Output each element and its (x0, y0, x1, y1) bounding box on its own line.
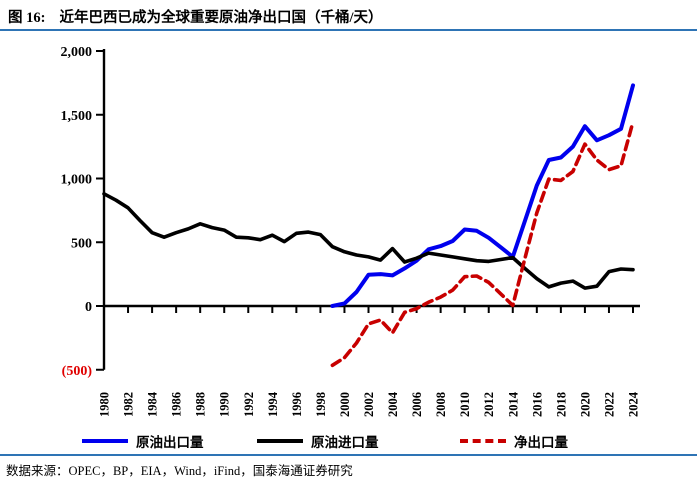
x-axis-tick-label: 2010 (458, 392, 472, 417)
y-axis-tick-label: 0 (85, 300, 92, 315)
legend-item-net: 净出口量 (460, 431, 568, 451)
x-axis-tick-label: 2002 (362, 392, 376, 417)
title-underline (0, 29, 697, 31)
y-axis-tick-label: (500) (62, 364, 93, 379)
x-axis-tick-label: 2020 (578, 392, 592, 417)
footer-divider (0, 454, 697, 456)
x-axis-tick-label: 2024 (627, 391, 641, 417)
x-axis-tick-label: 1982 (122, 392, 136, 417)
chart-svg: 2,000 1,500 1,000 500 0 (500) 1980 1982 1984 1986… (61, 45, 641, 417)
x-axis-tick-label: 2000 (338, 392, 352, 417)
x-axis-tick-label: 2018 (554, 392, 568, 417)
figure-title-text: 近年巴西已成为全球重要原油净出口国（千桶/天） (59, 10, 383, 26)
legend-label-import: 原油进口量 (311, 435, 379, 450)
figure-title: 图 16: 近年巴西已成为全球重要原油净出口国（千桶/天） (8, 6, 689, 27)
chart-legend: 原油出口量 原油进口量 净出口量 (0, 431, 697, 451)
x-axis-tick-label: 2004 (386, 391, 400, 417)
import-line (102, 192, 635, 290)
y-axis-tick-label: 500 (71, 236, 92, 251)
import-line-sample (257, 439, 303, 443)
legend-item-import: 原油进口量 (257, 431, 379, 451)
x-axis-tick-label: 1998 (314, 392, 328, 417)
x-axis-tick-label: 1990 (218, 392, 232, 417)
net-line (330, 120, 635, 368)
net-line-sample (460, 439, 506, 443)
legend-label-export: 原油出口量 (136, 435, 204, 450)
x-axis-tick-label: 2006 (410, 392, 424, 417)
x-axis-tick-label: 1986 (170, 392, 184, 417)
y-axis-tick-label: 2,000 (61, 45, 93, 60)
x-axis-tick-label: 2014 (506, 391, 520, 417)
figure-number: 图 16: (8, 10, 46, 26)
x-axis-tick-label: 2008 (434, 392, 448, 417)
x-axis-tick-label: 2012 (482, 392, 496, 417)
y-axis-tick-label: 1,500 (61, 109, 93, 124)
legend-item-export: 原油出口量 (82, 431, 204, 451)
x-axis-tick-label: 2016 (530, 392, 544, 417)
x-axis-tick-label: 1992 (242, 392, 256, 417)
export-line (330, 83, 635, 308)
x-axis-tick-label: 1994 (266, 391, 280, 417)
y-axis-tick-label: 1,000 (61, 173, 93, 188)
export-line-sample (82, 439, 128, 443)
x-axis-tick-label: 1996 (290, 392, 304, 417)
x-axis-tick-label: 2022 (602, 392, 616, 417)
legend-label-net: 净出口量 (514, 435, 568, 450)
x-axis-tick-label: 1984 (146, 391, 160, 417)
data-source-note: 数据来源：OPEC，BP，EIA，Wind，iFind，国泰海通证券研究 (6, 464, 353, 478)
x-axis-tick-label: 1988 (194, 392, 208, 417)
x-axis-tick-label: 1980 (98, 392, 112, 417)
